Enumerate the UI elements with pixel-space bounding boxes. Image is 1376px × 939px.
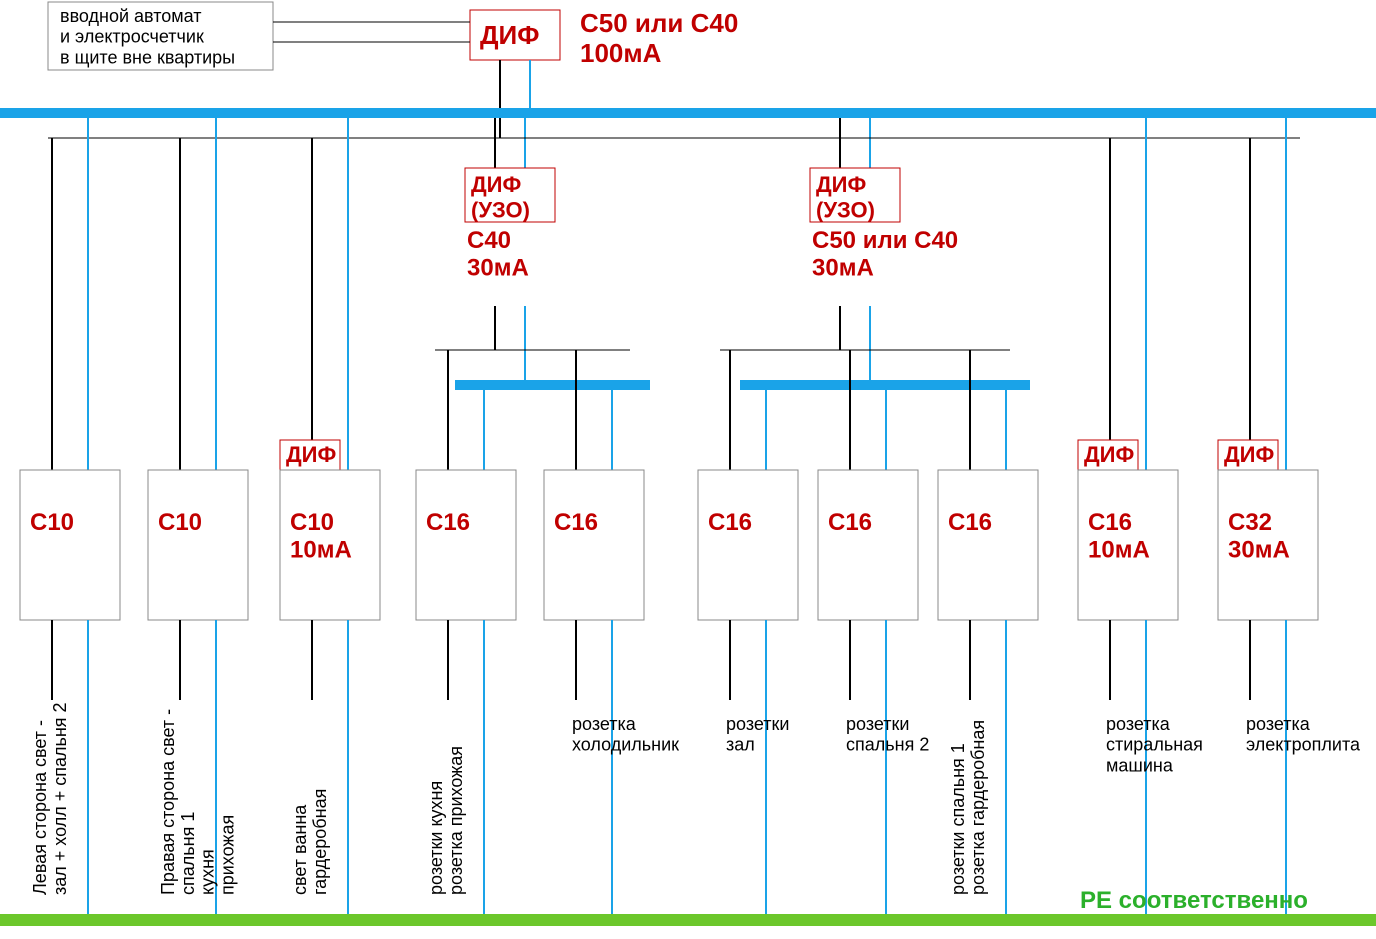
svg-text:розеткиспальня 2: розеткиспальня 2: [846, 714, 929, 755]
breaker-5: [698, 470, 798, 620]
svg-text:ДИФ(УЗО): ДИФ(УЗО): [471, 172, 530, 222]
wiring-diagram: вводной автомати электросчетчикв щите вн…: [0, 0, 1376, 939]
svg-text:С50 или С4030мА: С50 или С4030мА: [812, 227, 958, 282]
breaker-3: [416, 470, 516, 620]
svg-text:розеткаэлектроплита: розеткаэлектроплита: [1246, 714, 1361, 755]
svg-text:ДИФ: ДИФ: [1224, 442, 1274, 467]
svg-text:С16: С16: [708, 509, 752, 536]
breaker-7: [938, 470, 1038, 620]
svg-text:свет ваннагардеробная: свет ваннагардеробная: [290, 789, 330, 895]
svg-text:ДИФ: ДИФ: [286, 442, 336, 467]
svg-text:С16: С16: [948, 509, 992, 536]
svg-text:розеткахолодильник: розеткахолодильник: [572, 714, 679, 755]
svg-text:розеткизал: розеткизал: [726, 714, 789, 755]
svg-text:PE соответственно: PE соответственно: [1080, 887, 1308, 914]
svg-text:розетки спальня 1розетка гарде: розетки спальня 1розетка гардеробная: [948, 720, 988, 895]
svg-text:Правая сторона свет -спальня 1: Правая сторона свет -спальня 1кухняприхо…: [158, 709, 237, 895]
svg-text:розеткастиральнаямашина: розеткастиральнаямашина: [1106, 714, 1203, 775]
breaker-4: [544, 470, 644, 620]
svg-text:С16: С16: [828, 509, 872, 536]
svg-text:С16: С16: [426, 509, 470, 536]
svg-text:ДИФ: ДИФ: [1084, 442, 1134, 467]
svg-text:Левая сторона свет -зал + холл: Левая сторона свет -зал + холл + спальня…: [30, 702, 70, 895]
svg-text:С16: С16: [554, 509, 598, 536]
breaker-6: [818, 470, 918, 620]
svg-text:ДИФ: ДИФ: [480, 20, 539, 50]
breaker-0: [20, 470, 120, 620]
svg-text:ДИФ(УЗО): ДИФ(УЗО): [816, 172, 875, 222]
breaker-1: [148, 470, 248, 620]
svg-text:С10: С10: [30, 509, 74, 536]
svg-text:С10: С10: [158, 509, 202, 536]
svg-text:С50 или С40100мА: С50 или С40100мА: [580, 8, 738, 68]
svg-text:С4030мА: С4030мА: [467, 227, 529, 282]
svg-text:розетки кухнярозетка прихожая: розетки кухнярозетка прихожая: [426, 746, 466, 895]
